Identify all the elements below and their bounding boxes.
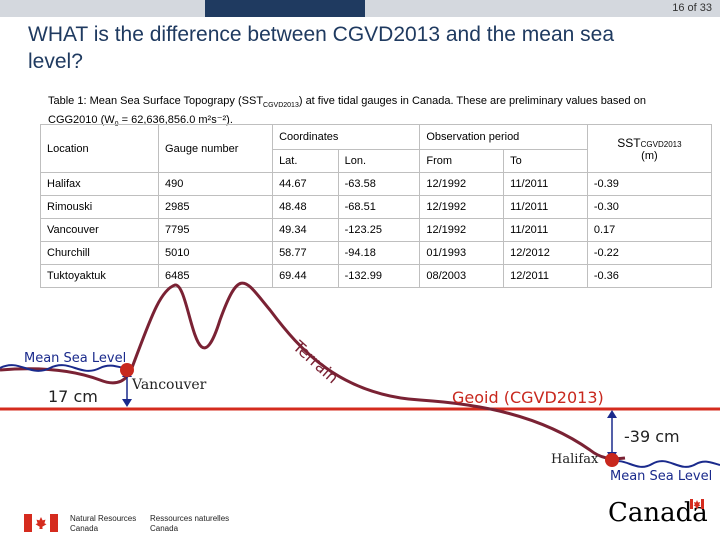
header-observation-period: Observation period xyxy=(419,124,588,150)
table-row: Rimouski 2985 48.48 -68.51 12/1992 11/20… xyxy=(39,195,713,219)
vancouver-label: Vancouver xyxy=(132,377,207,393)
halifax-label: Halifax xyxy=(551,452,599,467)
msl-wave-right xyxy=(607,460,720,468)
cell-from: 12/1992 xyxy=(419,172,505,196)
wordmark-flag-icon xyxy=(690,499,704,509)
cell-gauge: 2985 xyxy=(158,195,274,219)
cell-gauge: 6485 xyxy=(158,264,274,288)
offset-arrowhead-left-down xyxy=(122,399,132,407)
geoid-label: Geoid (CGVD2013) xyxy=(452,388,604,407)
halifax-point xyxy=(605,453,619,467)
cell-gauge: 490 xyxy=(158,172,274,196)
msl-right-label: Mean Sea Level xyxy=(610,469,713,484)
table-row: Tuktoyaktuk 6485 69.44 -132.99 08/2003 1… xyxy=(39,264,713,288)
cell-to: 12/2011 xyxy=(503,264,588,288)
cell-from: 08/2003 xyxy=(419,264,505,288)
header-lat: Lat. xyxy=(272,149,339,173)
cell-gauge: 7795 xyxy=(158,218,274,242)
cell-from: 12/1992 xyxy=(419,218,505,242)
sst-table: Location Gauge number Coordinates Observ… xyxy=(39,124,713,288)
header-bar-left xyxy=(0,0,205,17)
cell-from: 01/1993 xyxy=(419,241,505,265)
cell-sst: 0.17 xyxy=(586,218,713,242)
terrain-profile xyxy=(0,281,626,461)
offset-right-label: -39 cm xyxy=(624,427,680,446)
terrain-label: Terrain xyxy=(289,336,343,387)
vancouver-point xyxy=(120,363,134,377)
cell-lon: -123.25 xyxy=(337,218,421,242)
table-caption: Table 1: Mean Sea Surface Topograpy (SST… xyxy=(48,95,646,129)
offset-left-label: 17 cm xyxy=(48,387,98,406)
nrcan-french: Ressources naturelles Canada xyxy=(150,514,230,533)
table-row: Halifax 490 44.67 -63.58 12/1992 11/2011… xyxy=(39,172,713,196)
offset-arrowhead-right-up xyxy=(607,410,617,418)
cell-sst: -0.22 xyxy=(586,241,713,265)
header-bar-right xyxy=(365,0,720,17)
header-sst: SSTCGVD2013 (m) xyxy=(586,124,713,173)
header-gauge-number: Gauge number xyxy=(158,124,274,173)
nrcan-english: Natural Resources Canada xyxy=(70,514,137,533)
cell-to: 12/2012 xyxy=(503,241,588,265)
cell-lat: 44.67 xyxy=(272,172,339,196)
header-from: From xyxy=(419,149,505,173)
cell-location: Tuktoyaktuk xyxy=(39,264,160,288)
cell-location: Halifax xyxy=(39,172,160,196)
cell-location: Vancouver xyxy=(39,218,160,242)
cell-sst: -0.36 xyxy=(586,264,713,288)
cell-lon: -132.99 xyxy=(337,264,421,288)
cell-location: Rimouski xyxy=(39,195,160,219)
page-number: 16 of 33 xyxy=(672,2,712,14)
canada-flag-icon xyxy=(24,514,58,532)
cell-lat: 58.77 xyxy=(272,241,339,265)
table-row: Vancouver 7795 49.34 -123.25 12/1992 11/… xyxy=(39,218,713,242)
cell-to: 11/2011 xyxy=(503,195,588,219)
msl-left-label: Mean Sea Level xyxy=(24,351,127,366)
cell-lat: 69.44 xyxy=(272,264,339,288)
slide-title: WHAT is the difference between CGVD2013 … xyxy=(28,23,615,73)
cell-sst: -0.30 xyxy=(586,195,713,219)
header-bar-accent xyxy=(205,0,365,17)
msl-wave-left xyxy=(0,364,129,372)
